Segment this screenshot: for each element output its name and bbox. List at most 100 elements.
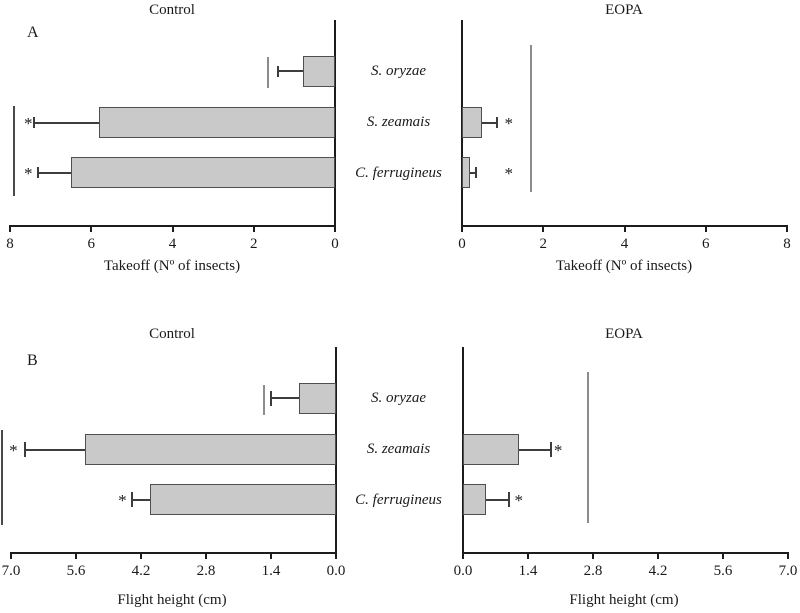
error-bar-cap xyxy=(550,442,553,457)
error-bar xyxy=(131,498,151,501)
panel-b-eopa-xaxis-title: Flight height (cm) xyxy=(569,592,679,608)
panel-b-control-xaxis-title: Flight height (cm) xyxy=(117,592,227,608)
x-axis-tick-label: 2 xyxy=(539,236,548,252)
error-bar xyxy=(271,397,299,400)
significance-asterisk: * xyxy=(24,113,33,133)
y-axis xyxy=(334,20,336,227)
error-bar-cap xyxy=(33,117,36,128)
x-axis-tick-label: 2.8 xyxy=(583,563,603,579)
error-bar xyxy=(38,171,71,174)
reference-line xyxy=(266,56,269,88)
x-axis-tick-label: 2 xyxy=(250,236,258,252)
x-axis-tick xyxy=(140,553,142,559)
x-axis-tick-label: 8 xyxy=(6,236,14,252)
x-axis-tick-label: 2.8 xyxy=(196,563,216,579)
x-axis-tick xyxy=(270,553,272,559)
bar xyxy=(302,55,335,87)
significance-asterisk: * xyxy=(514,490,523,510)
x-axis-tick xyxy=(786,226,788,232)
x-axis-tick-label: 6 xyxy=(87,236,96,252)
significance-asterisk: * xyxy=(504,113,513,133)
bar xyxy=(462,107,483,138)
x-axis-tick xyxy=(75,553,77,559)
reference-line xyxy=(13,106,16,197)
significance-asterisk: * xyxy=(553,440,563,460)
bar xyxy=(99,107,335,138)
x-axis-tick-label: 0.0 xyxy=(453,563,473,579)
bar xyxy=(85,434,336,465)
x-axis-tick xyxy=(787,553,789,559)
x-axis-tick xyxy=(252,226,255,232)
reference-line xyxy=(530,44,533,193)
species-label-c-ferrugineus-a: C. ferrugineus xyxy=(355,165,442,181)
reference-line xyxy=(0,430,3,525)
species-label-c-ferrugineus-b: C. ferrugineus xyxy=(355,492,442,508)
x-axis-tick-label: 1.4 xyxy=(261,563,281,579)
x-axis-tick-label: 6 xyxy=(702,236,710,252)
x-axis-tick xyxy=(461,226,463,232)
panel-a-letter: A xyxy=(27,24,39,41)
x-axis-tick-label: 4.2 xyxy=(648,563,668,579)
x-axis-tick xyxy=(205,553,207,559)
significance-asterisk: * xyxy=(118,490,127,510)
x-axis-tick xyxy=(704,226,707,232)
significance-asterisk: * xyxy=(9,440,18,460)
x-axis-tick-label: 7.0 xyxy=(1,563,21,579)
error-bar-cap xyxy=(37,167,40,179)
x-axis-tick-label: 4.2 xyxy=(131,563,151,579)
x-axis xyxy=(462,552,789,554)
error-bar xyxy=(24,448,86,451)
error-bar-cap xyxy=(277,65,280,77)
x-axis-tick xyxy=(335,553,337,559)
x-axis-tick-label: 0.0 xyxy=(326,563,346,579)
x-axis-tick xyxy=(90,226,93,232)
panel-a-eopa-xaxis-title: Takeoff (Nº of insects) xyxy=(555,258,693,274)
x-axis-tick xyxy=(10,553,12,559)
bar xyxy=(298,382,336,414)
error-bar xyxy=(470,171,477,174)
x-axis-tick xyxy=(722,553,724,559)
x-axis-tick-label: 0 xyxy=(331,236,339,252)
x-axis-tick-label: 4 xyxy=(168,236,177,252)
reference-line xyxy=(587,372,590,524)
error-bar xyxy=(482,121,497,124)
bar xyxy=(70,157,335,189)
error-bar-cap xyxy=(475,167,478,179)
x-axis-tick-label: 5.6 xyxy=(66,563,86,579)
error-bar xyxy=(486,498,510,501)
y-axis xyxy=(335,347,337,554)
significance-asterisk: * xyxy=(504,163,513,183)
species-label-s-zeamais-b: S. zeamais xyxy=(366,441,431,457)
x-axis-tick xyxy=(542,226,545,232)
x-axis-tick-label: 4 xyxy=(620,236,629,252)
panel-a-control-xaxis-title: Takeoff (Nº of insects) xyxy=(103,258,241,274)
error-bar xyxy=(34,121,100,124)
bar xyxy=(150,484,336,516)
error-bar-cap xyxy=(270,390,272,406)
panel-b-eopa-title: EOPA xyxy=(605,326,643,342)
x-axis-tick xyxy=(462,553,464,559)
error-bar-cap xyxy=(508,492,511,508)
species-label-s-zeamais-a: S. zeamais xyxy=(366,114,431,130)
panel-a-eopa-title: EOPA xyxy=(605,2,643,18)
error-bar xyxy=(278,70,303,73)
x-axis-tick-label: 5.6 xyxy=(713,563,733,579)
error-bar xyxy=(518,448,552,451)
bar xyxy=(463,484,487,516)
x-axis xyxy=(10,552,337,554)
error-bar-cap xyxy=(130,492,133,508)
panel-a-control-title: Control xyxy=(149,2,195,18)
significance-asterisk: * xyxy=(24,163,33,183)
x-axis-tick-label: 7.0 xyxy=(778,563,798,579)
error-bar-cap xyxy=(495,117,498,128)
x-axis-tick xyxy=(623,226,626,232)
error-bar-cap xyxy=(23,442,26,457)
panel-b-letter: B xyxy=(27,352,38,369)
reference-line xyxy=(263,384,266,415)
x-axis-tick xyxy=(171,226,174,232)
x-axis-tick xyxy=(527,553,529,559)
x-axis-tick-label: 8 xyxy=(783,236,791,252)
bar xyxy=(462,157,471,189)
x-axis-tick xyxy=(592,553,594,559)
bar xyxy=(463,434,519,465)
